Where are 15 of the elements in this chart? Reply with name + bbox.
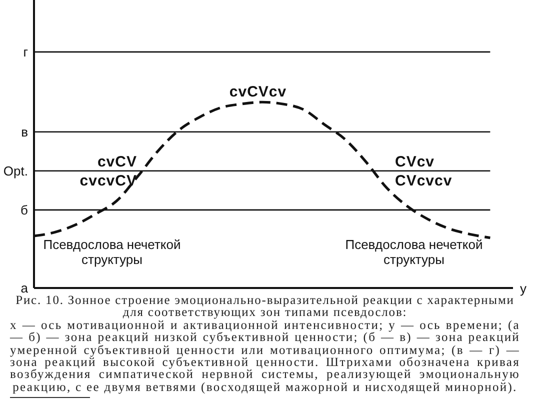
ref-line-label: б	[20, 202, 28, 218]
text: х — ось мотивационной и активационной интенсивности; у — ось времени; (а — б) — зона реакций низкой субъективной ценности; (б — в) — зона реакций умеренной субъективной ценности или мотивационного оптимума; (в — г) — зона реакций высокой субъективной ценности. Штрихами обозначена кривая возбуждения симпатической нервной системы, реализующей эмоциональную реакцию, с ее двумя ветвями (восходящей мажорной и нисходящей минорной).	[10, 318, 520, 394]
annotation: CVcv	[395, 154, 435, 170]
ref-line-label: в	[21, 124, 28, 140]
annotation: Псевдослова нечеткой структуры	[345, 237, 483, 267]
annotation: cvcvCV	[80, 172, 137, 190]
ref-line-label: Opt.	[3, 164, 28, 179]
text: cvCVcv	[229, 84, 287, 100]
ref-line-label: г	[23, 44, 28, 60]
x-axis-title: у	[520, 281, 527, 296]
annotation: cvCV	[97, 154, 137, 170]
text: Рис. 10. Зонное строение эмоционально-выразительной реакции с характерными для соответствующих зон типами псевдослов:	[16, 293, 514, 320]
annotation: Псевдослова нечеткой структуры	[43, 237, 181, 267]
ref-line-label: а	[20, 280, 29, 296]
annotation: CVcvcv	[395, 172, 452, 190]
